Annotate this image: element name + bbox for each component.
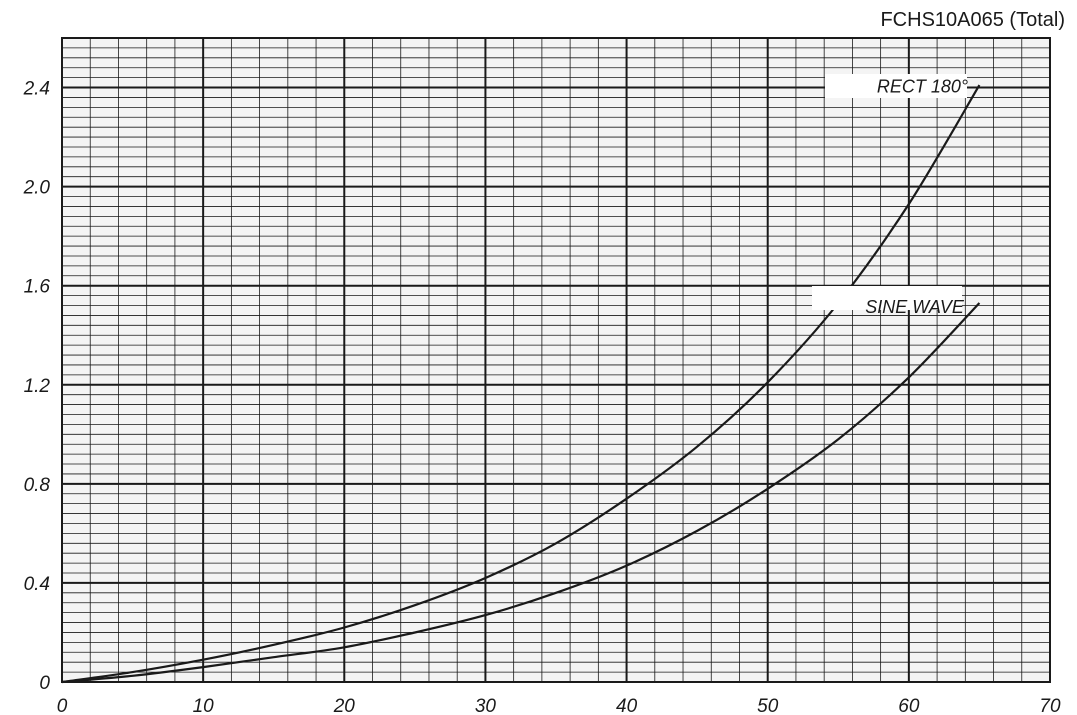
- chart-title: FCHS10A065 (Total): [880, 9, 1065, 31]
- curve-label-background: [812, 286, 962, 310]
- y-tick-label: 1.2: [24, 376, 51, 397]
- y-tick-label: 0.8: [24, 475, 51, 496]
- series-line-sine-wave: [61, 302, 981, 684]
- y-tick-label: 0.4: [24, 574, 50, 595]
- curve-label-rect-180: RECT 180°: [877, 76, 968, 96]
- x-tick-label: 70: [1039, 696, 1061, 715]
- curve-labels: RECT 180° SINE WAVE: [812, 74, 968, 317]
- curve-label-sine-wave: SINE WAVE: [865, 297, 965, 317]
- x-tick-label: 30: [475, 696, 497, 715]
- y-tick-label: 2.0: [23, 178, 51, 199]
- curve-label-background: [825, 74, 967, 98]
- y-tick-label: 1.6: [24, 277, 51, 298]
- x-tick-label: 40: [616, 696, 638, 715]
- y-tick-label: 0: [39, 673, 50, 694]
- x-tick-label: 60: [898, 696, 920, 715]
- minor-gridlines: [62, 37, 1050, 682]
- x-axis-ticks: 0 10 20 30 40 50 60 70: [57, 696, 1061, 715]
- x-tick-label: 0: [57, 696, 68, 715]
- y-tick-label: 2.4: [23, 79, 50, 100]
- y-axis-ticks: 0 0.4 0.8 1.2 1.6 2.0 2.4: [23, 79, 51, 694]
- x-tick-label: 10: [193, 696, 215, 715]
- x-tick-label: 20: [333, 696, 356, 715]
- plot-frame: [61, 37, 1051, 683]
- plot-area: [62, 38, 1050, 682]
- x-tick-label: 50: [757, 696, 779, 715]
